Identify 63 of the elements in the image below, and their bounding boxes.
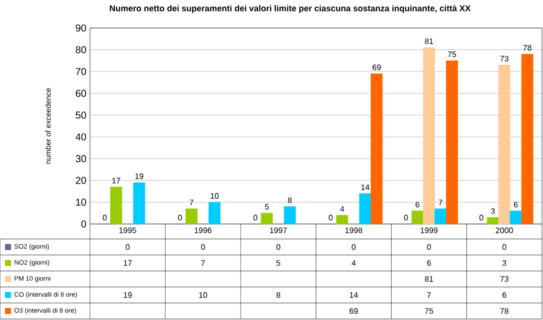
data-label: 78 xyxy=(500,308,508,314)
data-label: 8 xyxy=(276,292,280,298)
data-label: 0 xyxy=(352,244,356,250)
text: 14 xyxy=(361,184,370,190)
data-label: 7 xyxy=(201,260,205,266)
y-tick-label: 90 xyxy=(76,24,86,32)
text: 7 xyxy=(438,200,442,206)
text: 0 xyxy=(479,214,484,220)
y-tick-label: 40 xyxy=(76,133,86,140)
x-tick-label: 1999 xyxy=(420,228,438,234)
text: 73 xyxy=(500,56,508,62)
y-tick-label: 20 xyxy=(76,176,86,184)
text: 10 xyxy=(210,193,219,199)
data-label: 17 xyxy=(124,260,132,266)
data-label: 5 xyxy=(276,260,280,266)
data-label: 3 xyxy=(502,260,506,266)
y-tick-label: 30 xyxy=(76,155,86,162)
data-label: 6 xyxy=(427,260,431,266)
text: 0 xyxy=(328,214,333,220)
text: 78 xyxy=(523,44,532,51)
data-label: 0 xyxy=(427,244,431,250)
text: 8 xyxy=(288,197,292,204)
data-label: 4 xyxy=(352,260,356,266)
text: 0 xyxy=(102,214,107,220)
data-label: 6 xyxy=(502,292,506,298)
text: 19 xyxy=(135,173,144,180)
x-tick-label: 1997 xyxy=(270,228,287,234)
text: 5 xyxy=(264,204,269,210)
text: 75 xyxy=(448,52,456,58)
text: 81 xyxy=(424,38,434,44)
data-label: 81 xyxy=(424,276,434,282)
text: 0 xyxy=(253,214,258,220)
y-tick-label: 10 xyxy=(76,198,86,206)
text: 6 xyxy=(514,202,518,208)
data-label: 0 xyxy=(502,244,506,250)
y-tick-label: 50 xyxy=(76,112,86,119)
data-label: 0 xyxy=(126,244,130,250)
data-label: 7 xyxy=(427,292,431,298)
y-tick-label: 60 xyxy=(76,90,86,97)
text: 0 xyxy=(404,214,408,220)
data-label: 19 xyxy=(124,292,132,298)
text: 17 xyxy=(112,178,120,184)
text: 3 xyxy=(490,208,495,214)
x-tick-label: 1998 xyxy=(345,228,362,234)
data-label: 14 xyxy=(350,292,358,298)
x-tick-label: 2000 xyxy=(496,228,513,234)
data-label: 0 xyxy=(201,244,205,250)
x-tick-label: 1996 xyxy=(194,228,212,234)
data-label: 69 xyxy=(350,308,358,314)
y-tick-label: 70 xyxy=(76,68,86,76)
y-tick-label: 80 xyxy=(76,46,86,54)
text: 4 xyxy=(340,206,344,212)
chart-title: Numero netto dei superamenti dei valori limite per ciascuna sostanza inquinante, città XX xyxy=(110,4,471,13)
data-label: 10 xyxy=(199,292,208,298)
text: 6 xyxy=(416,202,420,208)
text: 7 xyxy=(190,200,194,206)
data-label: 0 xyxy=(276,244,280,250)
data-label: 75 xyxy=(424,308,434,314)
text: 0 xyxy=(178,214,182,220)
y-tick-label: 0 xyxy=(81,220,86,228)
data-label: 73 xyxy=(500,276,508,282)
text: 69 xyxy=(372,64,381,70)
x-tick-label: 1995 xyxy=(119,228,136,234)
